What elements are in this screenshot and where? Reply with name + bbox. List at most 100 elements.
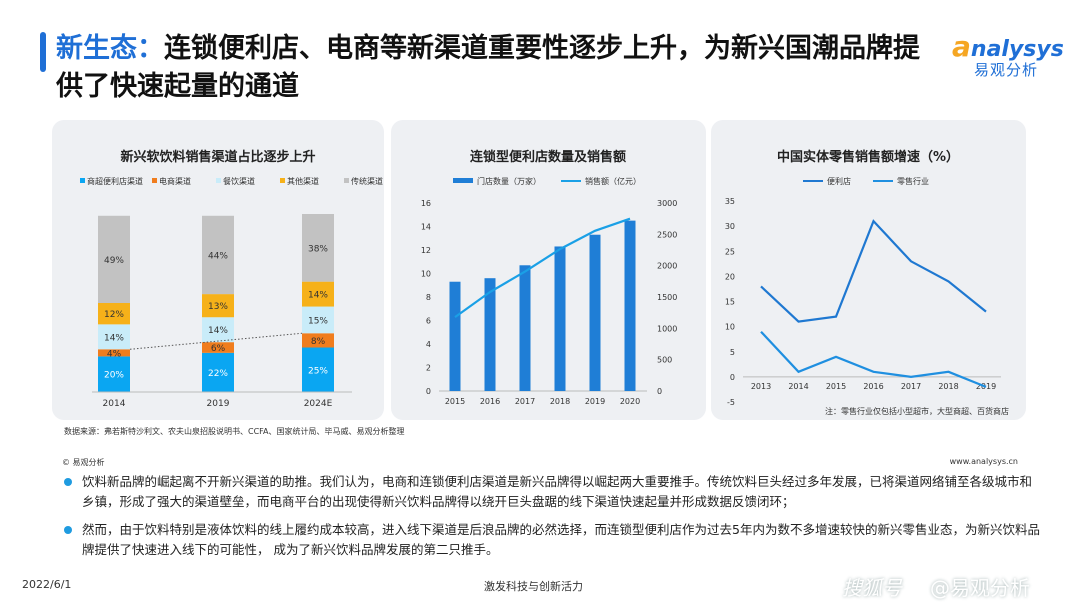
bar (624, 220, 636, 391)
y-right-tick-label: 500 (657, 356, 672, 365)
y-right-tick-label: 0 (657, 387, 662, 396)
legend-label: 电商渠道 (159, 176, 191, 186)
watermark-analysys: @易观分析 (930, 576, 1030, 600)
y-right-tick-label: 2000 (657, 262, 677, 271)
bullet-dot-icon (64, 526, 72, 534)
trend-line (129, 332, 303, 350)
chart-panel-retail-growth: 中国实体零售销售额增速（%） 便利店 零售行业 35 30 25 20 15 10 5 0 -5 201… (711, 120, 1026, 420)
legend-swatch (216, 178, 221, 183)
y-tick-label: 20 (725, 272, 735, 281)
y-tick-label: 0 (730, 373, 735, 382)
y-tick-label: 30 (725, 222, 735, 231)
bar-segment (302, 347, 334, 392)
bar (589, 234, 601, 391)
bar-segment (302, 214, 334, 282)
chart-panel-channel-share: 新兴软饮料销售渠道占比逐步上升 商超便利店渠道 电商渠道 餐饮渠道 其他渠道 传统渠道 20… (52, 120, 384, 420)
copyright: © 易观分析 (62, 458, 105, 467)
bar-segment (302, 306, 334, 334)
legend-label: 零售行业 (897, 176, 929, 186)
bullet-list: 饮料新品牌的崛起离不开新兴渠道的助推。我们认为，电商和连锁便利店渠道是新兴品牌得… (60, 472, 1040, 568)
series-line (760, 219, 987, 323)
x-tick-label: 2015 (445, 397, 465, 406)
x-tick-label: 2016 (863, 382, 883, 391)
chart-title: 中国实体零售销售额增速（%） (777, 149, 959, 165)
x-tick-label: 2019 (207, 399, 230, 409)
bar-segment (202, 317, 234, 343)
bar-segment (202, 215, 234, 295)
bar-segment (302, 281, 334, 307)
x-tick-label: 2017 (515, 397, 535, 406)
y-right-tick-label: 1500 (657, 293, 677, 302)
x-tick-label: 2014 (788, 382, 808, 391)
x-tick-label: 2018 (550, 397, 570, 406)
bar (554, 246, 566, 391)
x-tick-label: 2018 (938, 382, 958, 391)
bullet-dot-icon (64, 478, 72, 486)
data-label: 13% (208, 302, 228, 312)
data-label: 49% (104, 256, 124, 266)
data-label: 25% (308, 366, 328, 376)
y-left-tick-label: 10 (421, 270, 431, 279)
data-label: 14% (104, 333, 124, 343)
y-left-tick-label: 6 (426, 317, 431, 326)
title-accent-bar (40, 32, 46, 72)
x-tick-label: 2020 (620, 397, 640, 406)
legend-swatch (80, 178, 85, 183)
bar-segment (202, 342, 234, 353)
y-left-tick-label: 12 (421, 246, 431, 255)
watermark-sohu: 搜狐号 (842, 576, 902, 600)
y-left-tick-label: 0 (426, 387, 431, 396)
y-tick-label: 10 (725, 323, 735, 332)
y-tick-label: -5 (727, 398, 735, 407)
data-label: 15% (308, 316, 328, 326)
bar (519, 265, 531, 391)
logo-english: analysys (952, 30, 1064, 63)
logo-chinese: 易观分析 (974, 61, 1039, 79)
page-title: 新生态：连锁便利店、电商等新渠道重要性逐步上升，为新兴国潮品牌提供了快速起量的通… (56, 30, 936, 106)
y-left-tick-label: 2 (426, 364, 431, 373)
legend-swatch (152, 178, 157, 183)
x-tick-label: 2017 (901, 382, 921, 391)
bullet-item: 饮料新品牌的崛起离不开新兴渠道的助推。我们认为，电商和连锁便利店渠道是新兴品牌得… (60, 472, 1040, 512)
legend-label: 门店数量（万家） (477, 176, 541, 186)
legend-swatch (280, 178, 285, 183)
bullet-text: 饮料新品牌的崛起离不开新兴渠道的助推。我们认为，电商和连锁便利店渠道是新兴品牌得… (82, 474, 1033, 509)
legend-label: 便利店 (827, 176, 851, 186)
series-line (454, 217, 631, 318)
x-tick-label: 2013 (751, 382, 771, 391)
logo-letter-a: a (952, 30, 971, 63)
bar-segment (98, 356, 130, 392)
bar (449, 281, 461, 391)
data-label: 22% (208, 369, 228, 379)
data-label: 12% (104, 310, 124, 320)
line-chart: 中国实体零售销售额增速（%）便利店 零售行业35302520151050-5201… (725, 149, 1009, 416)
data-label: 14% (308, 291, 328, 301)
data-label: 44% (208, 251, 228, 261)
y-left-tick-label: 8 (426, 293, 431, 302)
data-label: 6% (211, 344, 226, 354)
slogan: 激发科技与创新活力 (484, 580, 583, 593)
bullet-text: 然而，由于饮料特别是液体饮料的线上履约成本较高，进入线下渠道是后浪品牌的必然选择… (82, 522, 1040, 557)
bar-segment (98, 349, 130, 357)
bar-segment (302, 333, 334, 348)
legend-label: 销售额（亿元） (585, 176, 641, 186)
y-right-tick-label: 3000 (657, 199, 677, 208)
chart-title: 新兴软饮料销售渠道占比逐步上升 (120, 149, 315, 165)
report-date: 2022/6/1 (22, 578, 72, 591)
page-title-rest: 连锁便利店、电商等新渠道重要性逐步上升，为新兴国潮品牌提供了快速起量的通道 (56, 33, 920, 102)
y-right-tick-label: 2500 (657, 230, 677, 239)
y-tick-label: 15 (725, 298, 735, 307)
page-title-highlight: 新生态： (56, 33, 164, 64)
y-left-tick-label: 4 (426, 340, 431, 349)
x-tick-label: 2024E (304, 399, 333, 409)
site-url: www.analysys.cn (949, 457, 1018, 466)
y-left-tick-label: 16 (421, 199, 431, 208)
y-tick-label: 5 (730, 348, 735, 357)
legend-swatch (344, 178, 349, 183)
x-tick-label: 2014 (103, 399, 126, 409)
legend-label: 商超便利店渠道 (87, 176, 143, 186)
bar-segment (202, 294, 234, 318)
data-label: 14% (208, 326, 228, 336)
